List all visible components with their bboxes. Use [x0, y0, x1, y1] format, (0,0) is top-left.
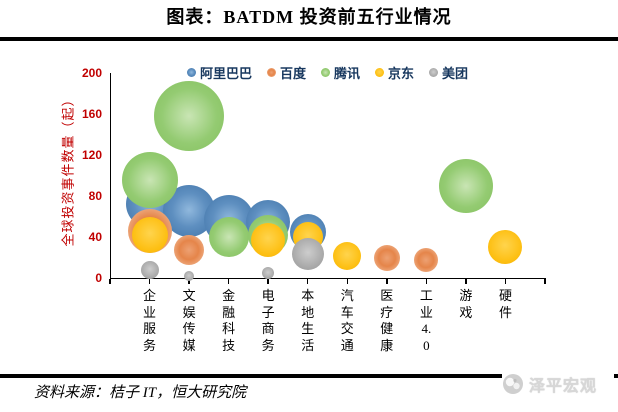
x-axis-tick: [504, 279, 507, 284]
x-axis-tick: [425, 279, 428, 284]
legend-item-3: 京东: [375, 63, 414, 82]
bubble-美团-企业服务: [140, 260, 159, 279]
bubble-腾讯-金融科技: [208, 217, 249, 257]
x-axis-tick: [386, 279, 388, 284]
y-tick-label: 200: [81, 66, 102, 80]
title-divider: [0, 37, 618, 41]
x-category-label: 硬件: [498, 288, 512, 320]
bubble-百度-文娱传媒: [174, 235, 205, 266]
legend-marker-icon: [375, 68, 384, 77]
zeping-logo-icon: [502, 373, 524, 395]
legend-item-1: 百度: [266, 63, 306, 82]
bottom-divider: [0, 374, 618, 378]
x-axis-tick: [465, 279, 467, 284]
x-category-label: 金融科技: [222, 288, 236, 353]
bubble-美团-电子商务: [262, 266, 275, 279]
legend-label: 腾讯: [333, 66, 360, 81]
bubble-京东-硬件: [488, 230, 523, 265]
publisher-watermark: 泽平宏观: [502, 369, 614, 399]
y-tick-label: 80: [88, 189, 102, 203]
chart-title: 图表：BATDM 投资前五行业情况: [166, 7, 452, 27]
legend-label: 京东: [388, 66, 415, 81]
legend-marker-icon: [266, 68, 276, 77]
bubble-京东-电子商务: [251, 223, 286, 258]
x-category-label: 医疗健康: [380, 288, 394, 353]
bubble-腾讯-企业服务: [121, 151, 178, 208]
x-axis-tick: [267, 279, 269, 284]
x-category-label: 文娱传媒: [182, 288, 196, 353]
legend-item-2: 腾讯: [320, 63, 360, 82]
legend: 阿里巴巴 百度 腾讯 京东 美团: [110, 63, 545, 82]
bubble-美团-本地生活: [291, 238, 324, 271]
bubble-腾讯-文娱传媒: [154, 81, 225, 152]
plot-area: [110, 73, 546, 279]
legend-item-0: 阿里巴巴: [186, 63, 252, 82]
x-axis-tick: [306, 279, 309, 284]
x-axis-tick: [188, 279, 190, 284]
legend-item-4: 美团: [429, 63, 468, 82]
x-category-label: 汽车交通: [340, 288, 354, 353]
y-tick-label: 40: [88, 230, 102, 244]
x-axis-tick: [346, 279, 349, 284]
watermark-text: 泽平宏观: [529, 378, 598, 395]
legend-label: 百度: [279, 66, 306, 81]
x-category-label: 游戏: [459, 288, 473, 320]
x-category-label: 企业服务: [143, 288, 157, 353]
x-axis-tick: [148, 279, 151, 284]
y-tick-label: 120: [81, 148, 102, 162]
bubble-腾讯-游戏: [438, 158, 493, 213]
legend-label: 美团: [442, 66, 469, 81]
x-axis-tick: [227, 279, 230, 284]
y-tick-label: 0: [95, 271, 102, 285]
x-category-label: 本地生活: [301, 288, 315, 353]
bubble-美团-文娱传媒: [184, 270, 195, 281]
x-axis-tick: [109, 279, 111, 284]
x-category-label: 电子商务: [261, 288, 275, 353]
bubble-京东-企业服务: [131, 216, 168, 253]
legend-marker-icon: [429, 68, 439, 77]
bubble-百度-医疗健康: [373, 244, 400, 271]
bubble-百度-工业4.0: [414, 247, 439, 272]
legend-label: 阿里巴巴: [199, 66, 252, 81]
legend-marker-icon: [320, 68, 330, 77]
x-category-label: 工业 4. 0: [419, 288, 433, 353]
legend-marker-icon: [186, 68, 196, 77]
y-axis-title: 全球投资事件数量（起）: [60, 92, 76, 247]
source-note: 资料来源：桔子 IT，恒大研究院: [34, 385, 247, 401]
bubble-京东-汽车交通: [333, 242, 362, 271]
x-axis-tick: [544, 279, 546, 284]
y-tick-label: 160: [81, 107, 102, 121]
